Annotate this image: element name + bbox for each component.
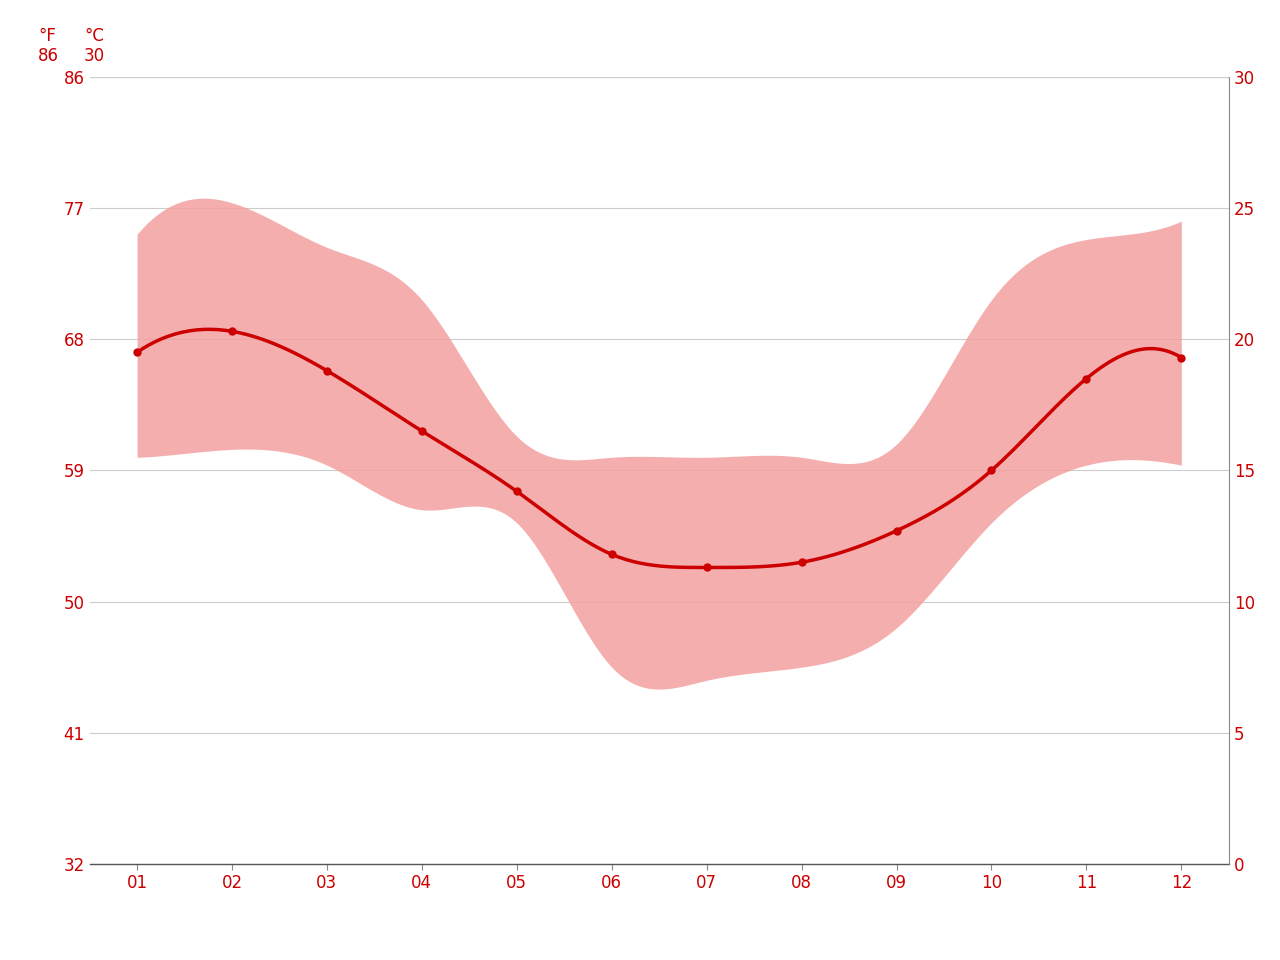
Text: °C: °C — [84, 27, 104, 45]
Text: °F: °F — [38, 27, 56, 45]
Text: 86: 86 — [38, 47, 59, 65]
Text: 30: 30 — [84, 47, 105, 65]
